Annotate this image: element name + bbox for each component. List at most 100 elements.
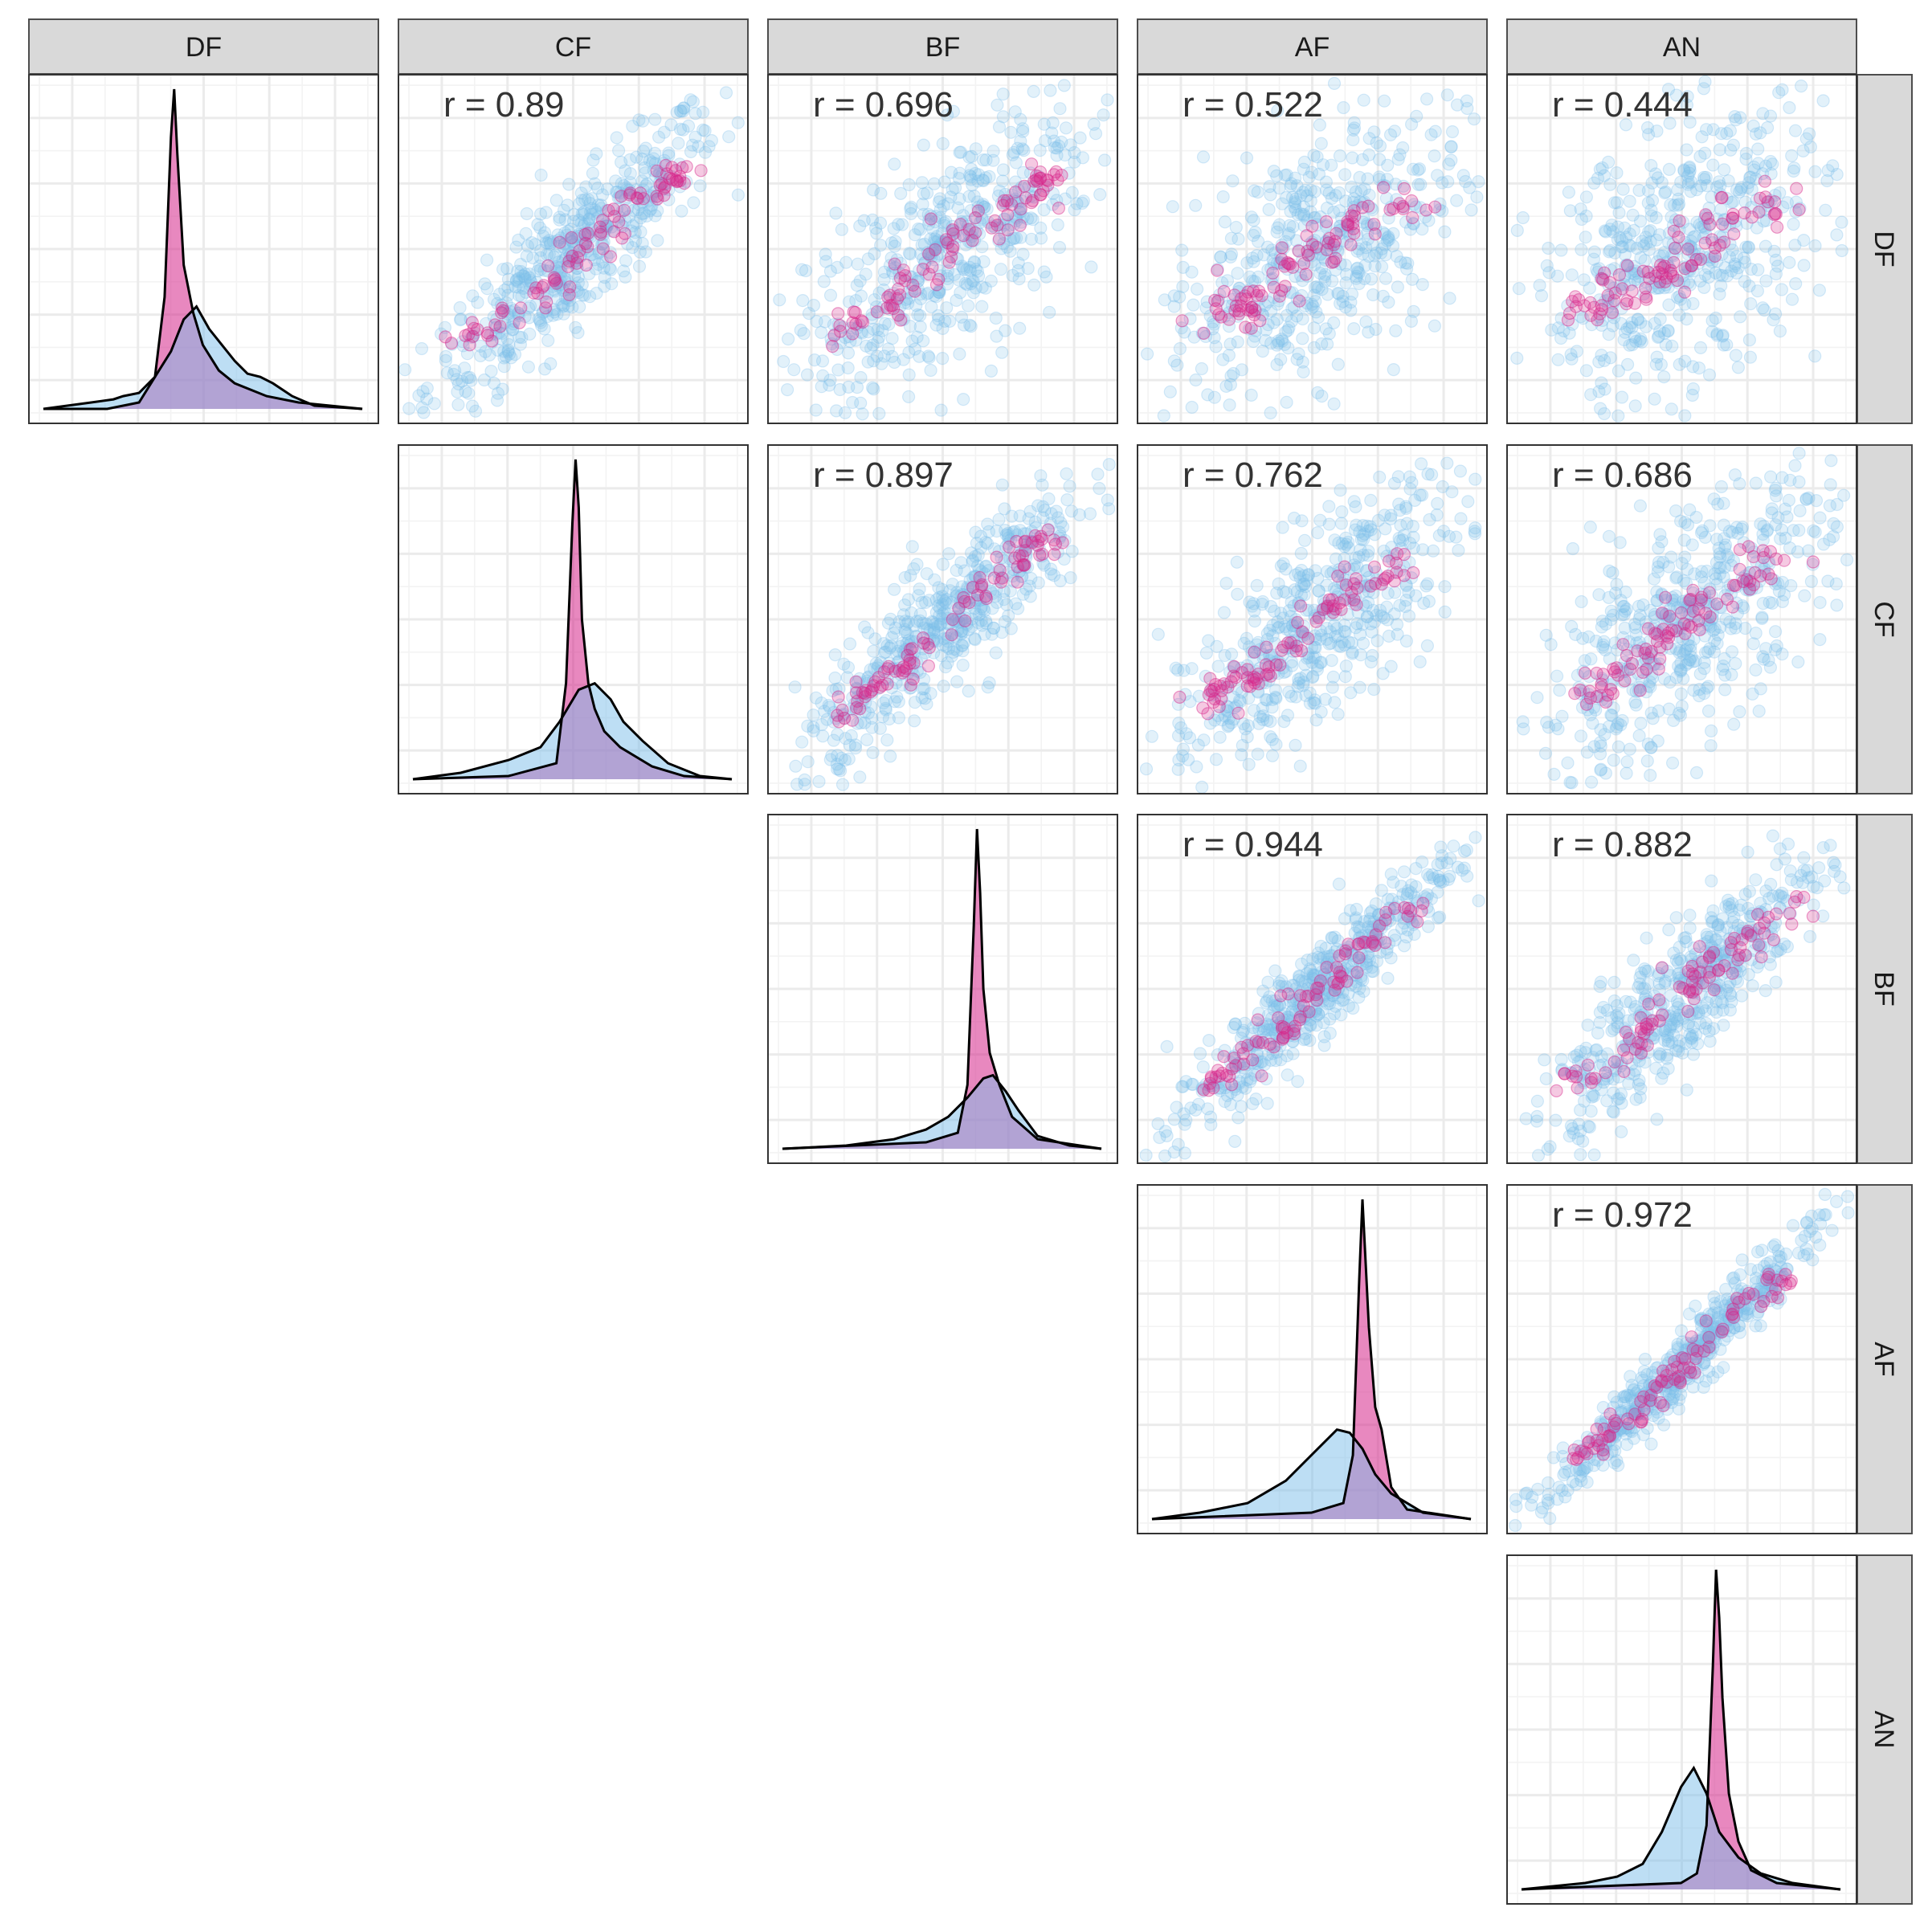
- scatter-point-pink: [1346, 210, 1358, 222]
- scatter-point-blue: [1809, 165, 1821, 178]
- scatter-point-blue: [1593, 386, 1605, 398]
- scatter-point-blue: [1452, 545, 1464, 557]
- scatter-point-pink: [1282, 988, 1294, 1000]
- scatter-point-blue: [871, 350, 883, 362]
- scatter-point-pink: [1407, 211, 1419, 223]
- scatter-point-pink: [580, 259, 592, 272]
- scatter-point-blue: [965, 278, 977, 290]
- scatter-point-blue: [510, 241, 522, 253]
- scatter-point-blue: [611, 132, 623, 144]
- scatter-point-blue: [1811, 495, 1823, 507]
- scatter-point-blue: [886, 237, 898, 249]
- scatter-point-blue: [1425, 129, 1437, 141]
- scatter-point-blue: [577, 289, 589, 301]
- scatter-point-blue: [1715, 480, 1727, 492]
- scatter-point-pink: [1684, 594, 1696, 607]
- scatter-point-blue: [1666, 340, 1678, 352]
- scatter-point-blue: [990, 312, 1002, 325]
- scatter-point-blue: [1375, 140, 1387, 152]
- scatter-point-blue: [1771, 640, 1783, 652]
- scatter-point-blue: [1775, 284, 1787, 296]
- scatter-point-blue: [1798, 235, 1810, 247]
- scatter-point-blue: [1517, 716, 1529, 728]
- scatter-point-blue: [1416, 279, 1428, 291]
- scatter-point-blue: [1831, 599, 1843, 611]
- scatter-point-pink: [1002, 224, 1014, 236]
- scatter-point-pink: [1584, 296, 1596, 308]
- scatter-point-blue: [856, 408, 868, 420]
- scatter-point-blue: [1297, 366, 1309, 378]
- scatter-point-pink: [1619, 675, 1631, 687]
- scatter-point-blue: [1814, 634, 1826, 646]
- scatter-point-blue: [1747, 120, 1759, 132]
- scatter-point-blue: [918, 683, 930, 695]
- scatter-point-pink: [1052, 202, 1064, 214]
- scatter-point-blue: [881, 734, 893, 746]
- scatter-point-blue: [1645, 741, 1657, 754]
- scatter-point-blue: [860, 340, 872, 352]
- scatter-point-blue: [1354, 171, 1366, 183]
- scatter-point-blue: [1725, 144, 1737, 156]
- scatter-point-blue: [1730, 521, 1742, 533]
- scatter-point-blue: [703, 141, 715, 153]
- scatter-point-pink: [1701, 212, 1714, 224]
- scatter-point-pink: [566, 231, 578, 243]
- scatter-point-blue: [957, 660, 969, 672]
- scatter-point-blue: [854, 220, 866, 232]
- scatter-point-blue: [1276, 521, 1289, 533]
- scatter-point-pink: [1695, 253, 1707, 265]
- scatter-point-blue: [1060, 122, 1072, 134]
- scatter-point-blue: [1730, 114, 1742, 126]
- scatter-point-blue: [970, 537, 982, 549]
- scatter-point-blue: [1308, 149, 1320, 161]
- scatter-point-blue: [1675, 688, 1687, 700]
- scatter-point-blue: [1820, 204, 1832, 216]
- scatter-point-blue: [1718, 653, 1730, 665]
- scatter-point-blue: [1223, 349, 1235, 361]
- scatter-point-blue: [1695, 341, 1707, 353]
- scatter-point-pink: [553, 236, 566, 248]
- scatter-point-blue: [638, 145, 650, 157]
- scatter-point-pink: [959, 615, 971, 627]
- scatter-point-blue: [1212, 660, 1224, 672]
- scatter-point-blue: [1268, 165, 1280, 178]
- scatter-point-blue: [809, 354, 821, 366]
- scatter-point-blue: [481, 283, 493, 295]
- scatter-point-blue: [1281, 192, 1293, 204]
- scatter-point-blue: [987, 145, 999, 157]
- scatter-point-blue: [868, 383, 880, 395]
- scatter-point-blue: [1247, 1097, 1259, 1109]
- scatter-point-blue: [1444, 530, 1456, 542]
- scatter-point-pink: [1759, 191, 1771, 203]
- scatter-point-pink: [1715, 192, 1727, 204]
- scatter-point-blue: [1448, 840, 1460, 852]
- scatter-point-pink: [594, 221, 607, 233]
- scatter-point-blue: [903, 247, 915, 259]
- scatter-point-blue: [1651, 351, 1663, 363]
- scatter-point-blue: [909, 696, 921, 709]
- scatter-point-blue: [987, 622, 999, 634]
- scatter-point-blue: [1158, 294, 1170, 306]
- scatter-point-blue: [1580, 365, 1592, 377]
- scatter-point-blue: [1276, 333, 1288, 345]
- scatter-point-pink: [1765, 573, 1777, 585]
- scatter-point-blue: [838, 658, 850, 670]
- scatter-point-blue: [976, 281, 988, 293]
- scatter-point-blue: [829, 649, 841, 661]
- density-panel-bf: [768, 815, 1117, 1163]
- scatter-point-blue: [856, 290, 868, 302]
- scatter-point-blue: [1281, 169, 1293, 181]
- scatter-point-blue: [513, 276, 525, 288]
- scatter-point-blue: [635, 226, 647, 238]
- scatter-point-blue: [1718, 497, 1730, 509]
- scatter-point-blue: [1321, 202, 1334, 214]
- scatter-point-blue: [991, 330, 1003, 342]
- scatter-point-blue: [866, 721, 878, 733]
- scatter-point-blue: [1218, 607, 1230, 619]
- scatter-point-blue: [1718, 164, 1730, 176]
- scatter-point-pink: [1210, 303, 1222, 315]
- scatter-point-blue: [1604, 244, 1616, 256]
- scatter-point-blue: [952, 202, 964, 214]
- scatter-point-blue: [1586, 776, 1598, 788]
